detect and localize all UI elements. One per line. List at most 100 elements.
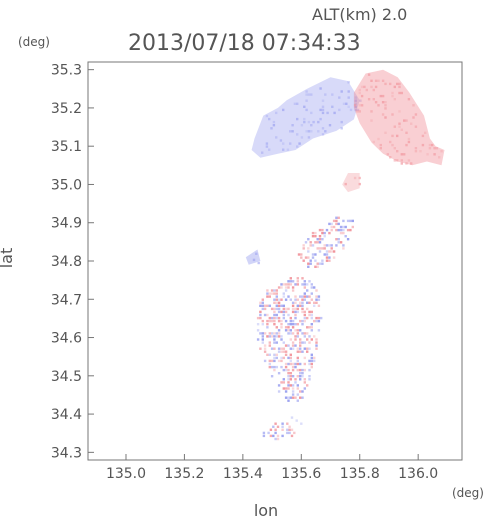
echo-pixel (321, 105, 325, 108)
echo-pixel (259, 316, 262, 320)
echo-pixel (282, 313, 285, 317)
echo-pixel (289, 359, 292, 363)
echo-pixel (305, 93, 308, 96)
echo-pixel (389, 156, 392, 159)
echo-pixel (301, 319, 304, 323)
echo-pixel (316, 241, 319, 244)
echo-pixel (337, 241, 340, 244)
echo-pixel (284, 326, 288, 329)
echo-pixel (314, 265, 317, 268)
echo-pixel (321, 259, 324, 262)
echo-pixel (349, 108, 353, 112)
echo-pixel (428, 143, 432, 147)
echo-pixel (347, 105, 350, 108)
echo-pixel (289, 298, 292, 301)
echo-pixel (273, 356, 276, 360)
echo-pixel (299, 347, 302, 350)
echo-pixel (321, 231, 324, 235)
echo-pixel (400, 91, 403, 95)
echo-pixel (291, 307, 295, 311)
echo-pixel (374, 101, 378, 104)
echo-pixel (318, 235, 322, 238)
echo-pixel (391, 94, 394, 98)
echo-pixel (301, 390, 304, 393)
echo-pixel (287, 362, 290, 366)
echo-pixel (266, 319, 269, 323)
echo-pixel (265, 114, 269, 118)
echo-pixel (412, 116, 415, 119)
x-axis-label: lon (254, 501, 278, 520)
echo-pixel (311, 253, 315, 256)
echo-pixel (262, 431, 266, 435)
echo-pixel (272, 120, 276, 124)
echo-pixel (263, 347, 267, 350)
echo-pixel (303, 310, 306, 314)
x-tick-label: 135.2 (164, 466, 204, 482)
echo-pixel (273, 292, 276, 295)
echo-pixel (289, 356, 292, 360)
echo-pixel (270, 307, 274, 311)
echo-pixel (384, 101, 387, 104)
echo-pixel (400, 159, 403, 162)
echo-pixel (306, 326, 309, 329)
echo-pixel (360, 104, 364, 107)
echo-pixel (353, 176, 357, 180)
echo-pixel (299, 329, 302, 332)
echo-pixel (282, 295, 285, 298)
echo-region-northeast-pink-cluster (353, 69, 445, 166)
echo-pixel (275, 341, 278, 344)
echo-pixel (349, 219, 352, 223)
echo-pixel (277, 298, 281, 301)
echo-pixel (296, 368, 299, 372)
echo-pixel (310, 111, 313, 115)
echo-pixel (299, 319, 302, 323)
echo-pixel (303, 347, 306, 350)
echo-pixel (269, 428, 273, 431)
echo-pixel (275, 313, 278, 317)
echo-pixel (294, 295, 297, 298)
echo-pixel (266, 323, 269, 326)
echo-pixel (398, 110, 401, 113)
echo-pixel (346, 219, 350, 223)
echo-pixel (268, 335, 271, 338)
echo-pixel (360, 94, 364, 98)
echo-pixel (282, 378, 285, 381)
echo-pixel (300, 422, 303, 425)
echo-pixel (306, 338, 309, 341)
echo-pixel (335, 228, 338, 232)
echo-pixel (294, 283, 297, 286)
echo-pixel (262, 434, 266, 438)
echo-pixel (306, 316, 309, 320)
echo-pixel (303, 362, 306, 366)
echo-pixel (301, 396, 304, 399)
echo-pixel (281, 428, 284, 431)
echo-pixel (358, 104, 361, 107)
y-tick-label: 34.3 (51, 445, 82, 461)
echo-pixel (284, 298, 288, 301)
y-tick-label: 34.4 (51, 407, 82, 423)
echo-pixel (313, 359, 316, 363)
echo-pixel (291, 368, 295, 372)
echo-pixel (268, 148, 271, 151)
echo-pixel (344, 182, 347, 186)
echo-pixel (263, 344, 267, 347)
echo-pixel (339, 225, 343, 229)
echo-pixel (291, 362, 295, 366)
echo-pixel (296, 133, 299, 136)
echo-pixel (303, 378, 306, 381)
echo-pixel (303, 117, 306, 121)
echo-pixel (290, 428, 294, 431)
echo-pixel (323, 244, 326, 247)
echo-area (353, 69, 445, 166)
echo-pixel (261, 307, 264, 311)
echo-pixel (310, 323, 313, 326)
echo-pixel (273, 323, 276, 326)
echo-pixel (268, 353, 271, 356)
echo-pixel (287, 375, 290, 378)
y-tick-label: 35.3 (51, 63, 82, 79)
echo-pixel (358, 176, 361, 180)
echo-pixel (296, 399, 299, 402)
echo-pixel (310, 310, 313, 314)
echo-pixel (331, 93, 334, 96)
echo-pixel (407, 159, 411, 162)
